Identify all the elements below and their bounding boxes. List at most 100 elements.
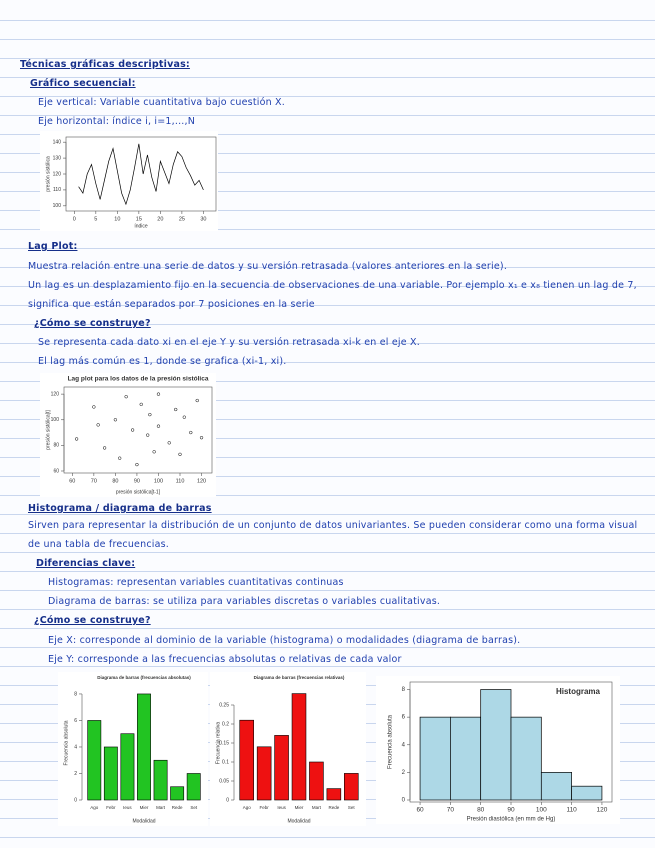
x-tick-label: 80 — [112, 478, 118, 484]
y-tick-label: 0 — [402, 798, 406, 804]
bar — [344, 773, 359, 801]
data-point — [174, 407, 178, 412]
x-tick-label: Mart — [156, 805, 166, 810]
bar — [137, 693, 151, 801]
x-tick-label: 110 — [566, 807, 577, 814]
x-tick-label: 70 — [447, 807, 455, 814]
bar — [239, 719, 254, 801]
x-tick-label: 30 — [200, 216, 206, 222]
x-tick-label: 0 — [73, 216, 76, 222]
y-tick-label: 0.2 — [222, 721, 229, 727]
data-point — [189, 430, 193, 435]
y-tick-label: 6 — [74, 718, 77, 724]
data-point — [74, 437, 79, 441]
x-tick-label: Mier — [140, 805, 149, 810]
text-paragraph: Sirven para representar la distribución … — [28, 520, 638, 550]
x-tick-label: Mier — [295, 805, 304, 810]
chart-title: Diagrama de barras (frecuencias absoluta… — [97, 675, 191, 680]
data-point — [118, 456, 122, 460]
y-tick-label: 120 — [51, 391, 60, 397]
chart-title: Lag plot para los datos de la presión si… — [68, 376, 209, 383]
y-axis-label: presión sistólica[t] — [45, 410, 51, 450]
bar — [326, 788, 342, 801]
x-tick-label: Febr — [260, 805, 270, 810]
x-tick-label: 5 — [94, 216, 97, 222]
histogram-chart: Presión diastólica (en mm de Hg) Frecuenc… — [376, 676, 620, 824]
subheading: Diferencias clave: — [36, 558, 136, 569]
x-tick-label: Set — [348, 805, 356, 810]
bar — [274, 735, 289, 801]
data-point — [152, 450, 156, 454]
text-line: Eje Y: corresponde a las frecuencias abs… — [48, 654, 402, 665]
x-tick-label: Mart — [312, 805, 322, 810]
bar — [153, 759, 168, 801]
y-tick-label: 60 — [53, 468, 59, 474]
y-axis-label: Frecuencia relativa — [215, 722, 221, 764]
x-tick-label: Rede — [328, 805, 339, 810]
y-axis-label: presión sistólica — [45, 156, 51, 192]
y-tick-label: 2 — [74, 771, 77, 777]
bar — [87, 720, 102, 801]
histogram-bar — [480, 689, 512, 801]
text-line: Muestra relación entre una serie de dato… — [28, 261, 508, 272]
y-tick-label: 0.05 — [219, 778, 229, 784]
x-tick-label: 25 — [179, 216, 185, 222]
y-tick-label: 80 — [53, 443, 59, 449]
sequential-chart: índice presión sistólica 100 110 120 130 140 0 5… — [40, 131, 218, 231]
data-point — [92, 405, 96, 409]
y-tick-label: 0.15 — [219, 740, 229, 746]
lag-chart: Lag plot para los datos de la presión si… — [40, 373, 216, 497]
x-tick-label: Rede — [172, 805, 183, 810]
histogram-bar — [571, 785, 603, 801]
histogram-bar — [450, 716, 482, 801]
plot-frame — [65, 136, 217, 212]
bar — [120, 733, 135, 801]
y-tick-label: 6 — [402, 715, 406, 721]
heading: Lag Plot: — [28, 241, 78, 252]
title: Técnicas gráficas descriptivas: — [20, 59, 190, 70]
data-point — [124, 395, 128, 399]
x-tick-label: 90 — [134, 478, 140, 484]
x-tick-label: Febr — [106, 805, 116, 810]
x-tick-label: 120 — [597, 807, 608, 814]
y-tick-label: 100 — [53, 203, 62, 209]
bar — [170, 786, 185, 801]
histogram-bar — [419, 716, 451, 801]
data-point — [195, 398, 199, 403]
data-point — [167, 441, 171, 445]
x-tick-label: 90 — [507, 807, 515, 814]
data-point — [96, 423, 100, 427]
bar-chart-absolute: Diagrama de barras (frecuencias absoluta… — [58, 672, 208, 826]
data-point — [135, 462, 139, 467]
bar — [186, 773, 201, 801]
plot-frame — [63, 386, 213, 474]
y-tick-label: 4 — [74, 744, 77, 750]
data-point — [156, 392, 161, 396]
x-tick-label: Ago — [90, 805, 99, 810]
x-axis-label: Modalidad — [132, 818, 155, 824]
histogram-bar — [510, 716, 542, 801]
y-tick-label: 0.1 — [222, 759, 229, 765]
heading: Histograma / diagrama de barras — [28, 503, 212, 514]
data-point — [102, 446, 107, 450]
data-point — [130, 428, 135, 432]
x-tick-label: Ieus — [277, 805, 286, 810]
annotation: Histograma — [556, 687, 601, 696]
y-tick-label: 0 — [226, 797, 229, 803]
text-line: Eje horizontal: índice i, i=1,...,N — [38, 116, 196, 127]
text-line: Eje vertical: Variable cuantitativa bajo… — [38, 97, 285, 108]
x-tick-label: 120 — [197, 478, 206, 484]
x-tick-label: 70 — [91, 478, 97, 484]
y-tick-label: 2 — [402, 770, 406, 776]
y-tick-label: 0.25 — [219, 702, 229, 708]
heading: Gráfico secuencial: — [30, 78, 136, 89]
text-line: Eje X: corresponde al dominio de la vari… — [48, 635, 521, 646]
x-tick-label: Ago — [243, 805, 252, 810]
y-tick-label: 8 — [402, 687, 406, 693]
x-tick-label: 100 — [536, 807, 547, 814]
data-point — [199, 436, 204, 440]
x-tick-label: 80 — [477, 807, 485, 814]
chart-title: Diagrama de barras (frecuencias relativa… — [254, 675, 345, 680]
x-axis-label: índice — [134, 223, 148, 229]
